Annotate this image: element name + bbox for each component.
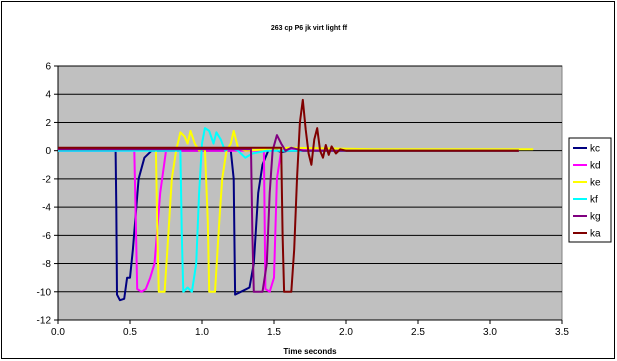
x-tick-label: 3.0 <box>483 327 497 338</box>
y-tick-label: -8 <box>42 259 51 270</box>
y-tick-label: -4 <box>42 203 51 214</box>
legend-label-ke: ke <box>590 178 601 189</box>
legend-label-kf: kf <box>590 195 598 206</box>
x-tick-label: 2.0 <box>339 327 353 338</box>
legend-box <box>568 137 612 243</box>
y-tick-label: -6 <box>42 231 51 242</box>
legend-label-kd: kd <box>590 161 601 172</box>
series-line-kg <box>58 134 519 293</box>
y-tick-label: -10 <box>37 287 52 298</box>
y-tick-label: 4 <box>45 90 51 101</box>
x-tick-label: 0.5 <box>123 327 137 338</box>
y-tick-label: 6 <box>45 62 51 73</box>
x-tick-label: 2.5 <box>411 327 425 338</box>
y-tick-label: 0 <box>45 146 51 157</box>
x-tick-label: 3.5 <box>555 327 569 338</box>
x-tick-label: 1.0 <box>195 327 209 338</box>
x-axis-label: Time seconds <box>283 347 337 356</box>
x-tick-label: 0.0 <box>51 327 65 338</box>
series-line-ka <box>58 98 519 293</box>
series-line-kf <box>58 127 519 293</box>
plot-area <box>57 65 563 321</box>
y-tick-label: -2 <box>42 174 51 185</box>
legend-label-kg: kg <box>590 212 601 223</box>
y-tick-label: 2 <box>45 118 51 129</box>
y-tick-label: -12 <box>37 316 52 327</box>
x-tick-label: 1.5 <box>267 327 281 338</box>
chart-title: 263 cp P6 jk virt light ff <box>271 25 348 32</box>
legend-label-ka: ka <box>590 229 601 240</box>
legend-label-kc: kc <box>590 144 600 155</box>
